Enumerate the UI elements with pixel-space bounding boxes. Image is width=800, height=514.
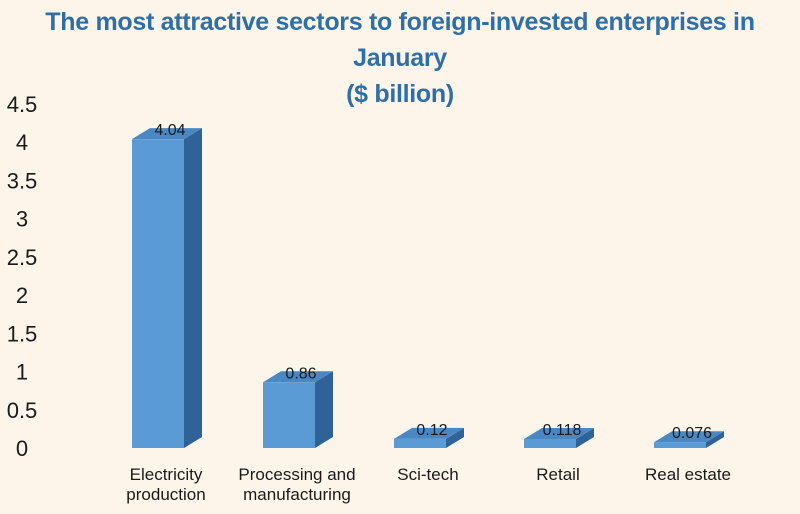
bar [132,139,184,449]
chart-title: The most attractive sectors to foreign-i… [45,8,755,72]
data-label: 0.118 [543,422,582,439]
bar-top [132,128,202,140]
x-tick-label: Real estate [645,465,731,484]
bar-side [446,427,464,448]
x-tick-label: Sci-tech [397,465,458,484]
data-label: 4.04 [154,122,185,139]
bar-side [706,431,724,448]
y-tick-label: 2.5 [7,245,38,270]
y-tick-label: 4 [16,130,28,155]
bar [394,438,446,448]
x-tick-label: Processing and [238,465,355,484]
x-tick-label: Electricity [130,465,203,484]
data-label: 0.12 [416,422,447,439]
y-tick-label: 4.5 [7,92,38,117]
x-tick-label: manufacturing [243,485,351,504]
bar-side [315,371,333,448]
y-tick-label: 1.5 [7,321,38,346]
chart-subtitle: ($ billion) [346,80,454,108]
bar-top [524,427,594,439]
y-tick-label: 1 [16,360,28,385]
bar-top [263,371,333,383]
bar-side [184,128,202,449]
y-tick-label: 2 [16,283,28,308]
bar-top [654,431,724,443]
data-label: 0.076 [672,425,712,442]
y-tick-label: 3.5 [7,168,38,193]
data-label: 0.86 [285,365,316,382]
y-tick-label: 0 [16,436,28,461]
x-tick-label: Retail [536,465,579,484]
bar [263,382,315,448]
bar [654,442,706,448]
x-tick-label: production [126,485,205,504]
y-tick-label: 0.5 [7,398,38,423]
y-tick-label: 3 [16,207,28,232]
bar-side [576,427,594,448]
chart-title-block: The most attractive sectors to foreign-i… [0,4,800,112]
bar-top [394,427,464,439]
bar [524,438,576,448]
